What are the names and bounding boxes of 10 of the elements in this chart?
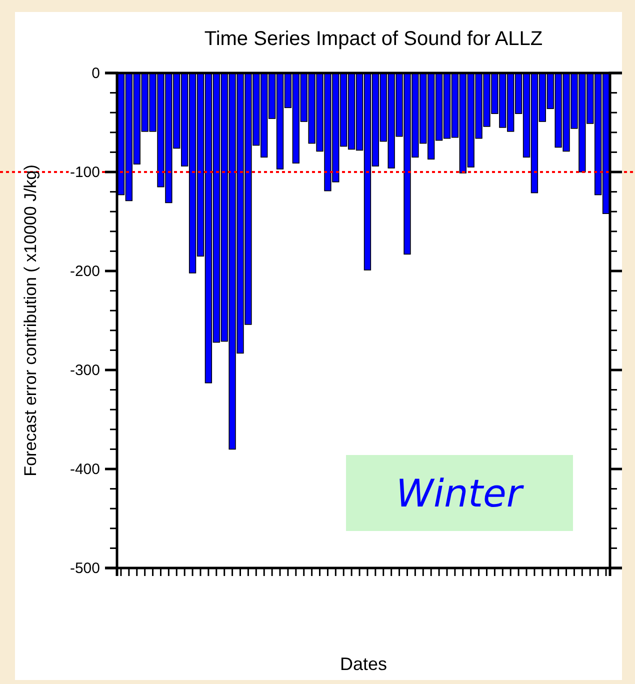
y-tick-label: -200	[70, 262, 100, 280]
y-axis-title: Forecast error contribution ( x10000 J/kg)	[21, 164, 40, 476]
y-tick-label: -500	[70, 560, 100, 577]
y-tick-label: 0	[92, 64, 100, 82]
y-tick-label: -100	[70, 164, 100, 181]
x-axis-title: Dates	[340, 654, 388, 674]
y-tick-label: -300	[70, 362, 100, 379]
chart-title: Time Series Impact of Sound for ALLZ	[204, 28, 543, 50]
y-tick-label: -400	[70, 460, 100, 478]
annotation: Winter	[396, 471, 524, 516]
